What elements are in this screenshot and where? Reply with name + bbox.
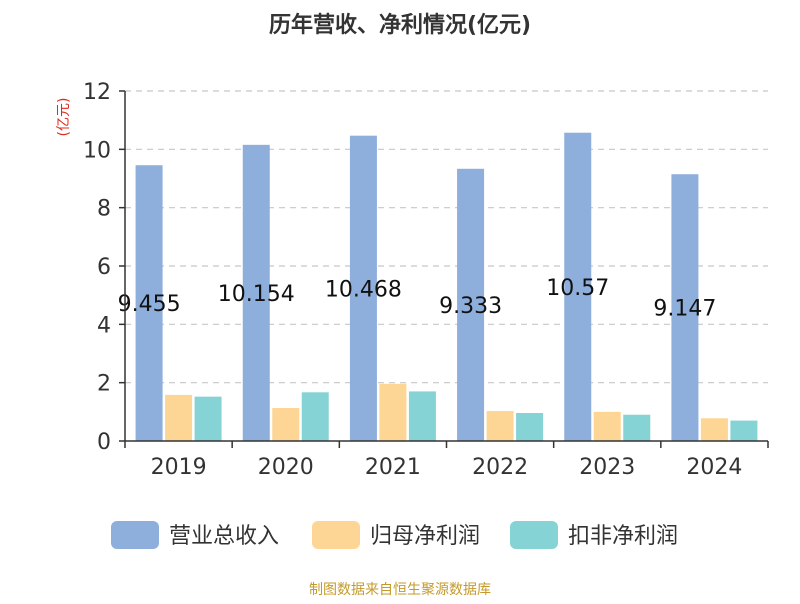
bar-2021-2 <box>379 383 407 441</box>
x-tick-label: 2019 <box>151 455 207 480</box>
y-tick-label: 4 <box>97 313 111 338</box>
x-tick-label: 2022 <box>472 455 528 480</box>
bar-2023-1 <box>564 132 592 442</box>
data-label: 9.455 <box>118 292 181 317</box>
data-label: 10.468 <box>325 277 402 302</box>
data-labels: 9.455 10.154 10.468 9.333 10.57 9.147 <box>118 276 717 322</box>
x-tick-label: 2023 <box>579 455 635 480</box>
data-label: 10.154 <box>218 282 295 307</box>
source-note: 制图数据来自恒生聚源数据库 <box>309 582 491 598</box>
bar-2020-2 <box>272 408 300 441</box>
bar-2024-1 <box>671 174 699 441</box>
y-axis-unit-label: (亿元) <box>56 98 72 137</box>
bar-2023-2 <box>593 411 621 441</box>
bar-2021-1 <box>349 135 377 441</box>
y-tick-label: 0 <box>97 430 111 455</box>
y-tick-label: 2 <box>97 372 111 397</box>
legend-label: 营业总收入 <box>169 524 279 549</box>
bar-2019-2 <box>165 394 193 441</box>
legend-swatch <box>312 521 360 549</box>
chart-title: 历年营收、净利情况(亿元) <box>269 12 531 38</box>
x-tick-label: 2021 <box>365 455 421 480</box>
legend-label: 扣非净利润 <box>568 524 678 549</box>
legend-swatch <box>510 521 558 549</box>
y-tick-label: 6 <box>97 255 111 280</box>
bar-2020-3 <box>301 392 329 441</box>
bar-2019-1 <box>135 165 163 441</box>
bar-2022-3 <box>516 413 544 441</box>
y-tick-label: 12 <box>83 80 111 105</box>
legend: 营业总收入 归母净利润 扣非净利润 <box>111 521 678 549</box>
bar-2024-3 <box>730 420 758 441</box>
bar-2023-3 <box>623 414 651 441</box>
bars <box>135 132 758 442</box>
x-tick-label: 2020 <box>258 455 314 480</box>
x-tick-label: 2024 <box>686 455 742 480</box>
bar-2022-2 <box>486 410 514 441</box>
bar-2021-3 <box>408 391 436 441</box>
data-label: 9.333 <box>439 294 502 319</box>
axes: 0 2 4 6 8 10 12 2019 2020 2021 2022 2023 2024 <box>83 80 769 480</box>
bar-2022-1 <box>457 168 485 441</box>
legend-label: 归母净利润 <box>370 524 480 549</box>
bar-2024-2 <box>700 418 728 441</box>
bar-2020-1 <box>242 144 270 441</box>
data-label: 10.57 <box>546 276 609 301</box>
legend-swatch <box>111 521 159 549</box>
bar-2019-3 <box>194 396 222 441</box>
gridlines <box>125 90 768 384</box>
data-label: 9.147 <box>653 297 716 322</box>
y-tick-label: 8 <box>97 197 111 222</box>
y-tick-label: 10 <box>83 138 111 163</box>
